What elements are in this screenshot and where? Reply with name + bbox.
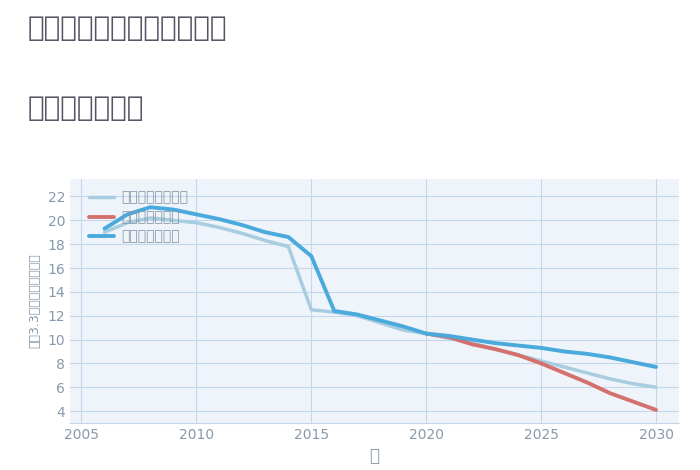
Legend: ノーマルシナリオ, バッドシナリオ, グッドシナリオ: ノーマルシナリオ, バッドシナリオ, グッドシナリオ (89, 190, 188, 243)
ノーマルシナリオ (652, 384, 660, 390)
グッドシナリオ (330, 308, 339, 314)
バッドシナリオ (491, 346, 499, 352)
ノーマルシナリオ (491, 346, 499, 352)
バッドシナリオ (652, 407, 660, 413)
ノーマルシナリオ (629, 381, 637, 386)
ノーマルシナリオ (468, 340, 477, 346)
ノーマルシナリオ (146, 215, 155, 221)
グッドシナリオ (560, 349, 568, 354)
ノーマルシナリオ (215, 225, 223, 230)
バッドシナリオ (422, 331, 430, 337)
バッドシナリオ (629, 399, 637, 404)
ノーマルシナリオ (376, 320, 384, 326)
Y-axis label: 坪（3.3㎡）単価（万円）: 坪（3.3㎡）単価（万円） (29, 253, 42, 348)
グッドシナリオ (422, 331, 430, 337)
ノーマルシナリオ (169, 218, 178, 223)
グッドシナリオ (583, 351, 592, 357)
グッドシナリオ (491, 340, 499, 346)
グッドシナリオ (123, 212, 132, 217)
グッドシナリオ (100, 226, 108, 232)
グッドシナリオ (652, 364, 660, 370)
グッドシナリオ (468, 337, 477, 342)
ノーマルシナリオ (193, 220, 201, 226)
バッドシナリオ (468, 342, 477, 347)
ノーマルシナリオ (100, 229, 108, 235)
グッドシナリオ (193, 212, 201, 217)
ノーマルシナリオ (307, 307, 316, 313)
ノーマルシナリオ (399, 327, 407, 333)
ノーマルシナリオ (123, 220, 132, 226)
Line: バッドシナリオ: バッドシナリオ (426, 334, 656, 410)
グッドシナリオ (284, 234, 293, 240)
グッドシナリオ (169, 207, 178, 212)
バッドシナリオ (583, 380, 592, 385)
バッドシナリオ (606, 391, 615, 396)
ノーマルシナリオ (537, 358, 545, 364)
グッドシナリオ (261, 229, 270, 235)
グッドシナリオ (537, 345, 545, 351)
グッドシナリオ (606, 354, 615, 360)
グッドシナリオ (215, 216, 223, 222)
バッドシナリオ (537, 360, 545, 366)
ノーマルシナリオ (560, 364, 568, 370)
ノーマルシナリオ (284, 244, 293, 250)
ノーマルシナリオ (353, 313, 361, 319)
バッドシナリオ (445, 334, 454, 340)
グッドシナリオ (146, 204, 155, 210)
グッドシナリオ (445, 333, 454, 339)
バッドシナリオ (560, 370, 568, 376)
バッドシナリオ (514, 352, 522, 358)
Line: グッドシナリオ: グッドシナリオ (104, 207, 656, 367)
Text: 土地の価格推移: 土地の価格推移 (28, 94, 144, 122)
ノーマルシナリオ (330, 309, 339, 315)
グッドシナリオ (514, 343, 522, 348)
Text: 三重県伊賀市上野幸坂町の: 三重県伊賀市上野幸坂町の (28, 14, 228, 42)
グッドシナリオ (353, 312, 361, 317)
ノーマルシナリオ (445, 336, 454, 341)
ノーマルシナリオ (583, 370, 592, 376)
グッドシナリオ (238, 222, 246, 228)
ノーマルシナリオ (514, 352, 522, 358)
X-axis label: 年: 年 (370, 447, 379, 465)
グッドシナリオ (376, 318, 384, 323)
ノーマルシナリオ (606, 376, 615, 382)
グッドシナリオ (629, 360, 637, 365)
ノーマルシナリオ (238, 231, 246, 236)
ノーマルシナリオ (261, 238, 270, 243)
グッドシナリオ (399, 324, 407, 329)
Line: ノーマルシナリオ: ノーマルシナリオ (104, 218, 656, 387)
グッドシナリオ (307, 253, 316, 259)
ノーマルシナリオ (422, 331, 430, 337)
